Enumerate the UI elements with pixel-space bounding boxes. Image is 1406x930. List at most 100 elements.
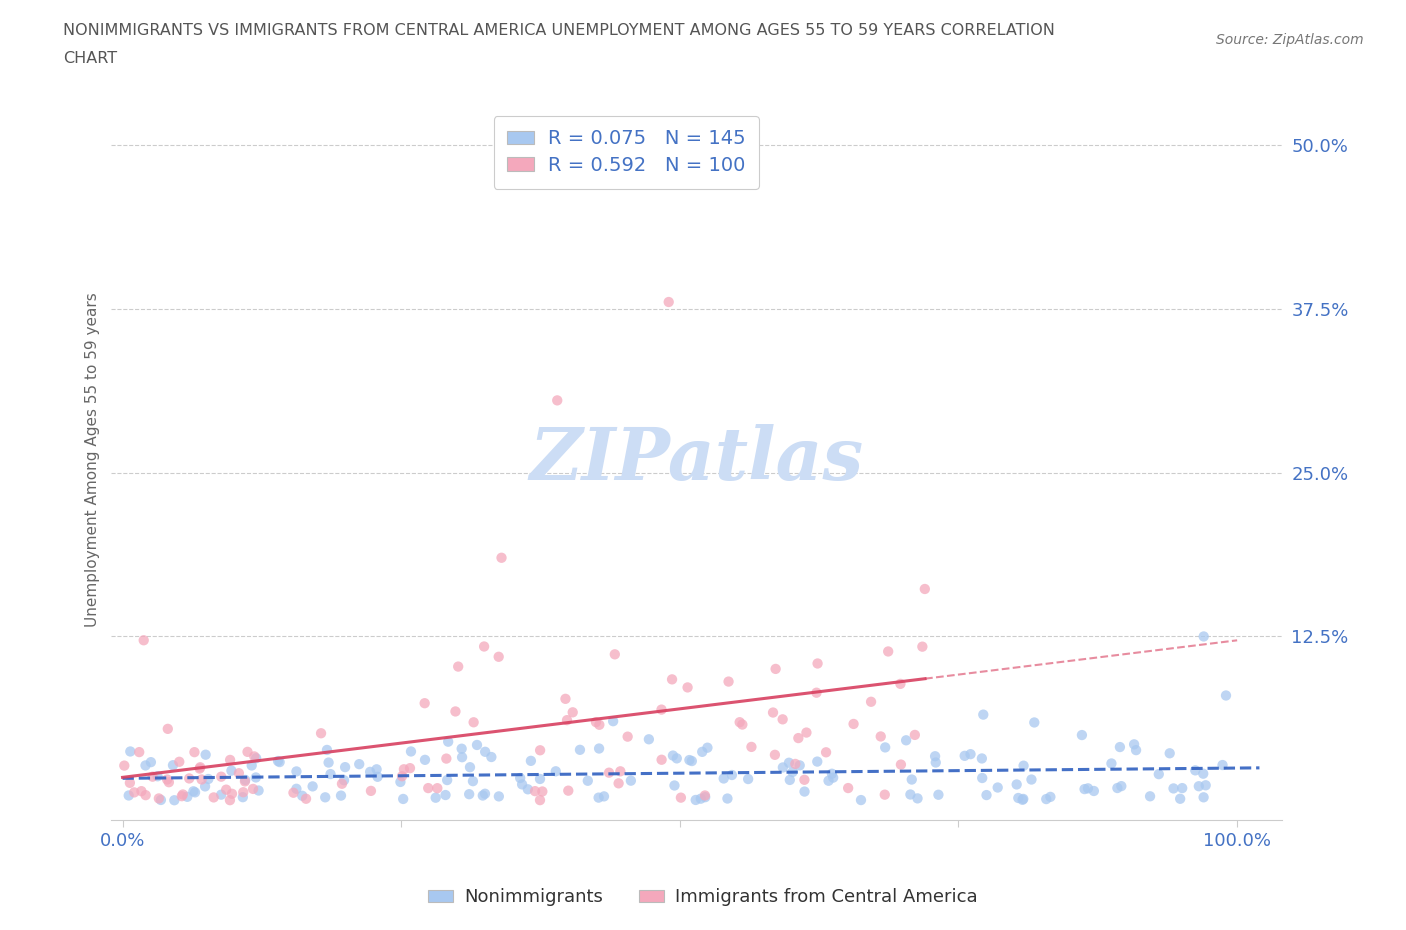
Point	[450, 741, 472, 756]
Point	[713, 771, 735, 786]
Point	[179, 771, 201, 786]
Point	[474, 744, 496, 759]
Point	[219, 792, 242, 807]
Point	[330, 788, 353, 803]
Point	[1021, 772, 1043, 787]
Point	[1212, 758, 1234, 773]
Point	[972, 707, 994, 722]
Point	[529, 772, 551, 787]
Point	[970, 751, 993, 766]
Point	[544, 764, 567, 778]
Point	[243, 749, 266, 764]
Point	[1163, 781, 1185, 796]
Point	[463, 715, 485, 730]
Point	[221, 764, 243, 778]
Point	[651, 752, 673, 767]
Point	[170, 789, 193, 804]
Point	[465, 737, 488, 752]
Point	[367, 769, 389, 784]
Point	[1168, 791, 1191, 806]
Point	[1007, 790, 1029, 805]
Point	[434, 788, 457, 803]
Point	[209, 787, 232, 802]
Point	[120, 744, 142, 759]
Point	[1159, 746, 1181, 761]
Point	[873, 787, 896, 802]
Point	[529, 792, 551, 807]
Point	[1111, 778, 1133, 793]
Point	[721, 767, 744, 782]
Point	[806, 754, 828, 769]
Point	[1073, 781, 1095, 796]
Point	[1107, 780, 1129, 795]
Point	[461, 774, 484, 789]
Point	[1039, 790, 1062, 804]
Point	[316, 742, 339, 757]
Point	[194, 779, 217, 794]
Point	[426, 781, 449, 796]
Point	[474, 786, 496, 801]
Point	[585, 714, 607, 729]
Point	[202, 790, 225, 804]
Point	[681, 753, 703, 768]
Point	[444, 704, 467, 719]
Point	[1171, 780, 1194, 795]
Point	[1011, 792, 1033, 807]
Point	[815, 745, 838, 760]
Point	[762, 705, 785, 720]
Point	[309, 725, 332, 740]
Point	[1123, 737, 1146, 751]
Point	[1077, 781, 1099, 796]
Point	[1188, 778, 1211, 793]
Point	[245, 770, 267, 785]
Point	[197, 772, 219, 787]
Point	[488, 649, 510, 664]
Point	[510, 777, 533, 791]
Point	[772, 711, 794, 726]
Point	[914, 581, 936, 596]
Text: Source: ZipAtlas.com: Source: ZipAtlas.com	[1216, 33, 1364, 46]
Point	[796, 725, 818, 740]
Point	[118, 788, 141, 803]
Point	[607, 776, 630, 790]
Point	[953, 749, 976, 764]
Point	[1192, 629, 1215, 644]
Point	[689, 791, 711, 806]
Point	[347, 757, 370, 772]
Point	[479, 750, 502, 764]
Point	[1005, 777, 1028, 791]
Point	[662, 748, 685, 763]
Point	[333, 760, 356, 775]
Point	[366, 762, 388, 777]
Point	[156, 722, 179, 737]
Point	[531, 784, 554, 799]
Point	[232, 790, 254, 804]
Point	[557, 783, 579, 798]
Point	[447, 659, 470, 674]
Point	[1192, 766, 1215, 781]
Point	[135, 788, 157, 803]
Point	[389, 775, 412, 790]
Point	[789, 758, 811, 773]
Point	[690, 744, 713, 759]
Point	[215, 782, 238, 797]
Point	[524, 784, 547, 799]
Point	[318, 755, 340, 770]
Point	[593, 789, 616, 804]
Point	[620, 773, 643, 788]
Point	[269, 754, 291, 769]
Point	[763, 748, 786, 763]
Point	[240, 758, 263, 773]
Point	[546, 393, 568, 408]
Point	[176, 790, 198, 804]
Point	[1083, 784, 1105, 799]
Point	[1139, 789, 1161, 804]
Legend: R = 0.075   N = 145, R = 0.592   N = 100: R = 0.075 N = 145, R = 0.592 N = 100	[494, 115, 759, 189]
Point	[413, 752, 436, 767]
Point	[149, 792, 172, 807]
Point	[1195, 777, 1218, 792]
Point	[987, 780, 1010, 795]
Point	[778, 755, 800, 770]
Point	[112, 758, 135, 773]
Point	[793, 772, 815, 787]
